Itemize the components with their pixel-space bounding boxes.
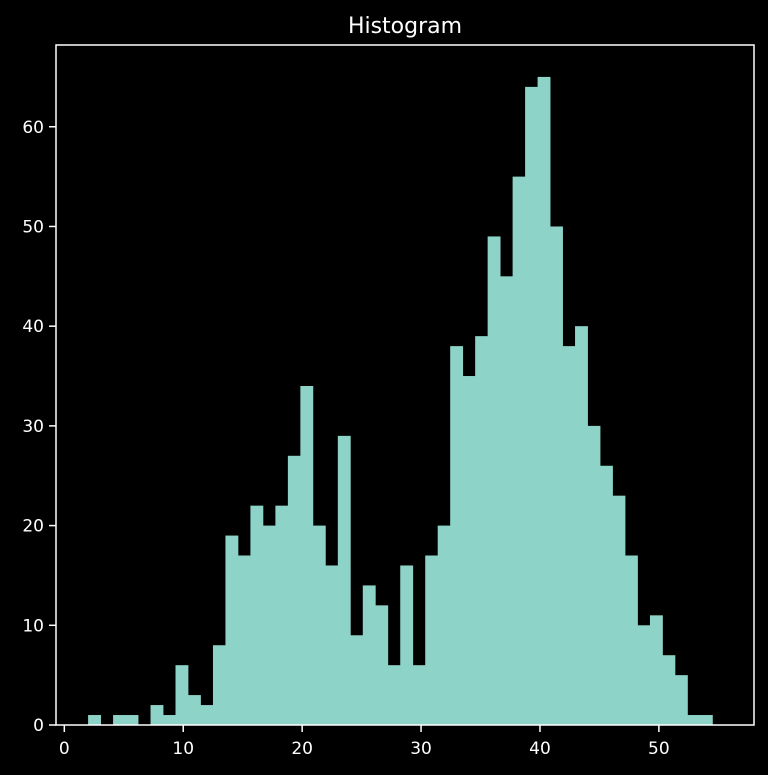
histogram-bar [225, 535, 239, 725]
histogram-bar [450, 346, 464, 725]
x-tick-label: 50 [648, 739, 670, 759]
histogram-bar [262, 525, 276, 725]
histogram-bar [175, 665, 189, 725]
histogram-bar [699, 715, 713, 725]
histogram-bar [687, 715, 701, 725]
histogram-bar [250, 505, 264, 725]
histogram-bar [525, 86, 538, 725]
x-tick-label: 20 [291, 739, 313, 759]
histogram-bar [237, 555, 251, 725]
histogram-bar [350, 635, 364, 725]
histogram-bar [375, 605, 389, 725]
histogram-bar [412, 665, 426, 725]
y-tick-label: 50 [22, 217, 44, 237]
histogram-bar [362, 585, 376, 725]
histogram-bar [88, 715, 101, 725]
x-axis: 0 10 20 30 40 50 [59, 725, 670, 759]
histogram-bar [587, 425, 601, 725]
histogram-bar [437, 525, 451, 725]
histogram-bar [649, 615, 663, 725]
histogram-bar [487, 236, 501, 725]
histogram-bar [113, 715, 126, 725]
histogram-bar [212, 645, 226, 725]
histogram-bar [400, 565, 414, 725]
histogram-bar [475, 336, 489, 725]
y-tick-label: 60 [22, 118, 44, 138]
histogram-bar [300, 385, 314, 725]
axes-frame [55, 44, 755, 726]
y-tick-label: 0 [33, 716, 44, 736]
histogram-bar [624, 555, 638, 725]
histogram-bar [562, 346, 576, 725]
histogram-bar [387, 665, 401, 725]
y-tick-label: 30 [22, 417, 44, 437]
histogram-bar [600, 465, 613, 725]
y-axis: 0 10 20 30 40 50 60 [22, 118, 56, 736]
histogram-bar [575, 326, 588, 725]
x-tick-label: 30 [410, 739, 432, 759]
bars-group [88, 76, 713, 726]
histogram-bar [637, 625, 651, 725]
histogram-bar [275, 505, 289, 725]
x-tick-label: 0 [59, 739, 70, 759]
histogram-bar [125, 715, 139, 725]
histogram-bar [200, 705, 214, 725]
x-tick-label: 10 [172, 739, 194, 759]
chart-title: Histogram [348, 14, 462, 39]
histogram-bar [425, 555, 439, 725]
y-tick-label: 20 [22, 517, 44, 537]
histogram-bar [537, 76, 551, 726]
y-tick-label: 40 [22, 317, 44, 337]
histogram-bar [462, 376, 476, 725]
histogram-bar [187, 695, 201, 725]
histogram-bar [150, 705, 164, 725]
histogram-bar [312, 525, 326, 725]
histogram-bar [163, 715, 176, 725]
histogram-bar [674, 675, 688, 725]
histogram-bar [287, 455, 301, 725]
y-tick-label: 10 [22, 616, 44, 636]
histogram-bar [612, 495, 626, 725]
histogram-bar [662, 655, 676, 725]
histogram-bar [550, 226, 563, 725]
histogram-bar [337, 435, 351, 725]
x-tick-label: 40 [529, 739, 551, 759]
histogram-bar [512, 176, 526, 725]
histogram-bar [325, 565, 339, 725]
histogram-bar [500, 276, 514, 725]
